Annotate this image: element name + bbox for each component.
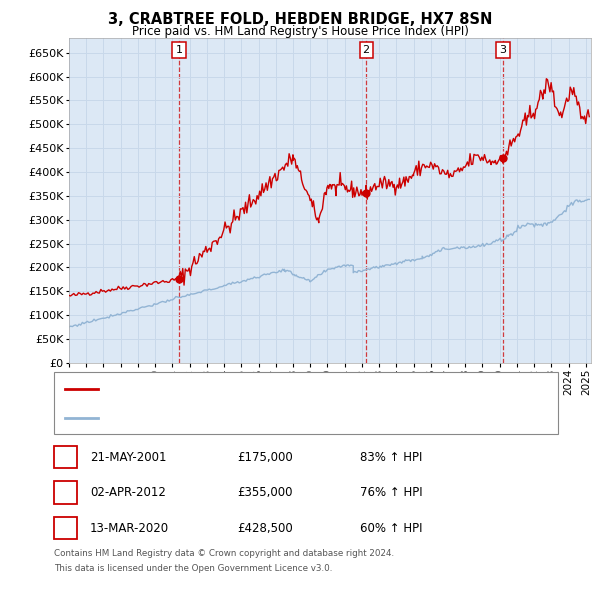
Text: 3: 3 (499, 45, 506, 55)
Text: 83% ↑ HPI: 83% ↑ HPI (360, 451, 422, 464)
Text: 2: 2 (61, 486, 70, 499)
Text: HPI: Average price, detached house, Calderdale: HPI: Average price, detached house, Cald… (105, 412, 366, 422)
Text: 2: 2 (362, 45, 370, 55)
Text: 76% ↑ HPI: 76% ↑ HPI (360, 486, 422, 499)
Text: 1: 1 (175, 45, 182, 55)
Text: 3, CRABTREE FOLD, HEBDEN BRIDGE, HX7 8SN: 3, CRABTREE FOLD, HEBDEN BRIDGE, HX7 8SN (108, 12, 492, 27)
Text: £175,000: £175,000 (237, 451, 293, 464)
Text: 60% ↑ HPI: 60% ↑ HPI (360, 522, 422, 535)
Text: 13-MAR-2020: 13-MAR-2020 (90, 522, 169, 535)
Text: 3, CRABTREE FOLD, HEBDEN BRIDGE, HX7 8SN (detached house): 3, CRABTREE FOLD, HEBDEN BRIDGE, HX7 8SN… (105, 384, 463, 394)
Text: £355,000: £355,000 (237, 486, 293, 499)
Text: Contains HM Land Registry data © Crown copyright and database right 2024.: Contains HM Land Registry data © Crown c… (54, 549, 394, 558)
Text: 3: 3 (61, 522, 70, 535)
Text: 21-MAY-2001: 21-MAY-2001 (90, 451, 167, 464)
Text: 1: 1 (61, 451, 70, 464)
Text: This data is licensed under the Open Government Licence v3.0.: This data is licensed under the Open Gov… (54, 564, 332, 573)
Text: Price paid vs. HM Land Registry's House Price Index (HPI): Price paid vs. HM Land Registry's House … (131, 25, 469, 38)
Text: £428,500: £428,500 (237, 522, 293, 535)
Text: 02-APR-2012: 02-APR-2012 (90, 486, 166, 499)
